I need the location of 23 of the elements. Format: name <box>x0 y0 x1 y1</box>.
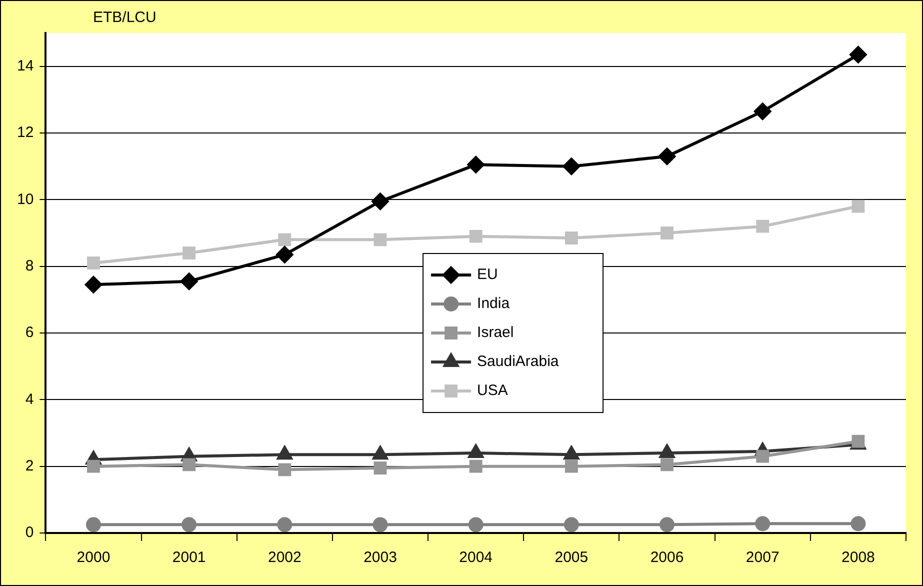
x-tick-label: 2003 <box>364 549 397 566</box>
x-tick-label: 2002 <box>268 549 302 566</box>
y-tick-label: 4 <box>25 390 34 408</box>
y-axis-title: ETB/LCU <box>93 9 156 26</box>
x-tick-label: 2001 <box>172 549 206 566</box>
legend-label: USA <box>477 382 508 400</box>
x-tick-label: 2007 <box>746 549 780 566</box>
y-tick-label: 12 <box>16 124 34 142</box>
x-tick-label: 2004 <box>459 549 493 566</box>
x-tick-label: 2000 <box>76 549 110 566</box>
x-tick-label: 2008 <box>842 549 875 566</box>
y-tick-label: 2 <box>25 457 34 474</box>
y-tick-label: 10 <box>16 190 34 208</box>
legend-label: SaudiArabia <box>477 353 560 370</box>
y-tick-label: 6 <box>25 324 34 342</box>
legend-label: Israel <box>477 324 514 342</box>
x-tick-label: 2005 <box>554 549 588 566</box>
y-tick-label: 14 <box>16 57 34 74</box>
y-tick-label: 8 <box>25 257 34 274</box>
x-tick-label: 2006 <box>650 549 684 566</box>
y-tick-label: 0 <box>25 524 34 542</box>
legend-label: EU <box>477 266 498 284</box>
legend-label: India <box>477 295 510 312</box>
